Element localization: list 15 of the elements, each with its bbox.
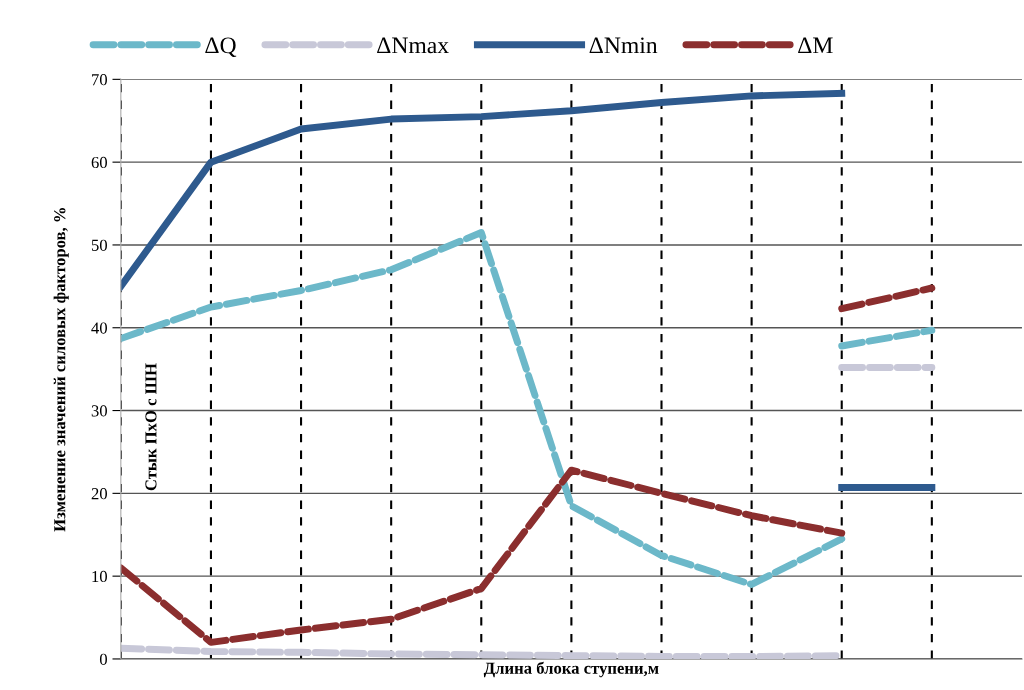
legend-label: ΔNmin bbox=[589, 37, 658, 54]
legend-label: ΔNmax bbox=[377, 37, 449, 54]
legend-label: ΔQ bbox=[205, 37, 237, 57]
y-tick-label: 40 bbox=[91, 322, 107, 334]
x-axis-title: Длина блока ступени,м bbox=[483, 661, 659, 678]
y-tick-label: 0 bbox=[99, 653, 107, 665]
y-tick-label: 20 bbox=[91, 488, 107, 500]
y-tick-label: 10 bbox=[92, 570, 107, 583]
y-tick-label: 30 bbox=[91, 405, 107, 417]
legend-label: ΔM bbox=[798, 37, 833, 54]
y-axis-title: Изменение значений силовых факторов, % bbox=[53, 208, 69, 532]
annotation: Стык ПхО с ШН bbox=[145, 363, 157, 491]
y-tick-label: 50 bbox=[91, 239, 107, 251]
y-tick-label: 60 bbox=[91, 156, 107, 169]
y-tick-label: 70 bbox=[92, 74, 107, 86]
